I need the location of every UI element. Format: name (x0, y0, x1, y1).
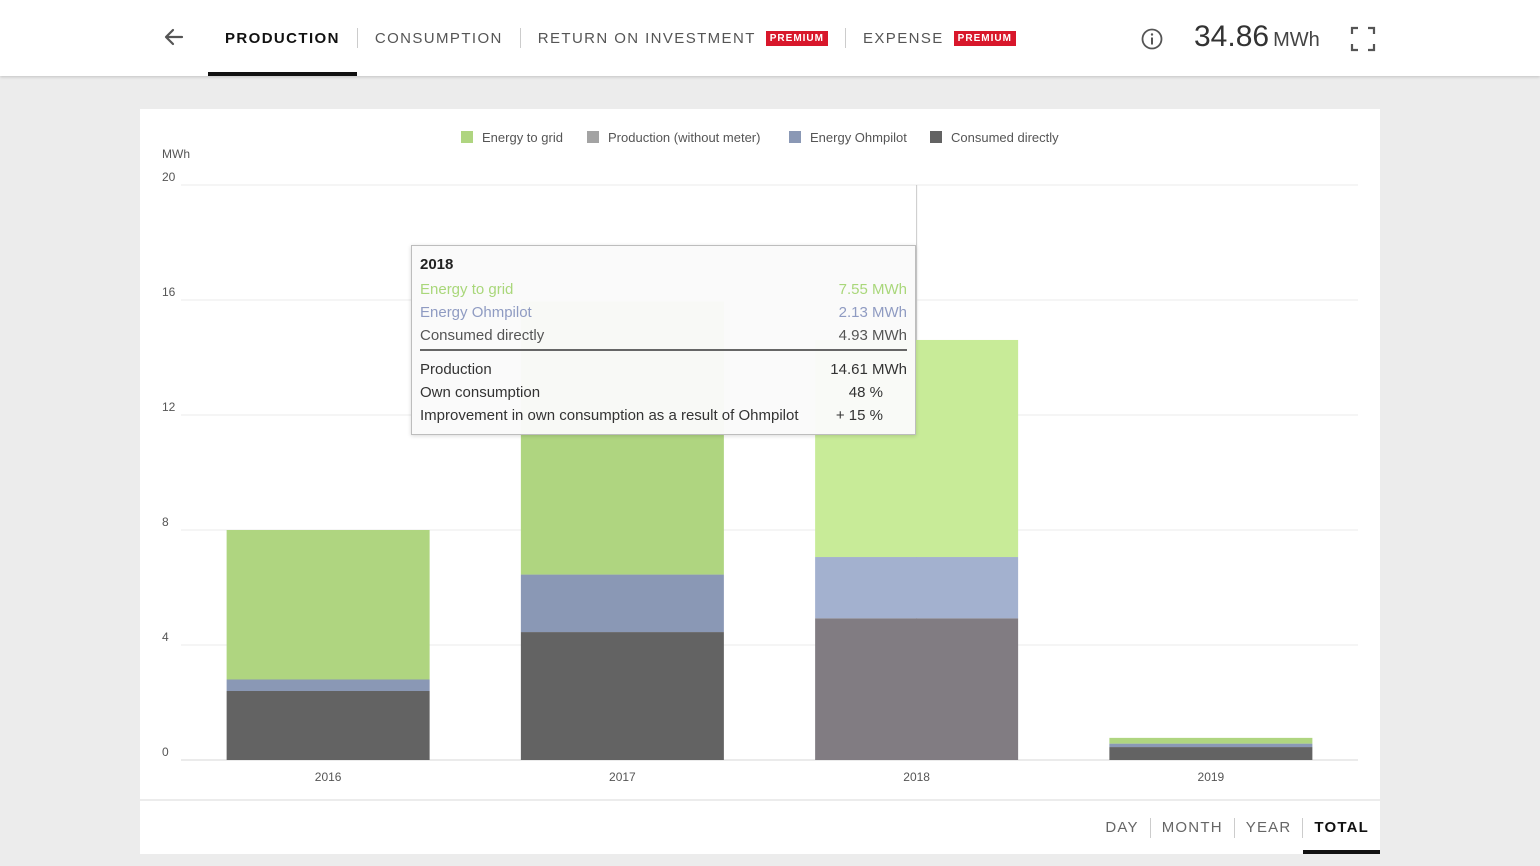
arrow-left-icon[interactable] (160, 22, 190, 52)
info-icon[interactable] (1140, 27, 1164, 51)
y-axis-label: MWh (162, 147, 190, 161)
tooltip-row-production: Production 14.61 MWh (420, 358, 907, 381)
tooltip-label: Energy Ohmpilot (420, 304, 532, 321)
legend-label: Production (without meter) (608, 130, 760, 145)
period-bar: DAY MONTH YEAR TOTAL (140, 801, 1380, 854)
fullscreen-icon[interactable] (1350, 26, 1376, 52)
tooltip-label: Consumed directly (420, 327, 545, 344)
tab-label: PRODUCTION (225, 29, 340, 47)
bar-segment (815, 557, 1019, 619)
period-divider (1149, 817, 1151, 838)
period-label: MONTH (1161, 819, 1223, 836)
period-day[interactable]: DAY (1094, 801, 1149, 854)
tab-label: CONSUMPTION (374, 29, 503, 47)
y-tick-label: 4 (162, 630, 169, 644)
bar-segment (520, 632, 724, 760)
bar-segment (520, 574, 724, 633)
tab-divider (519, 28, 521, 48)
premium-badge: PREMIUM (953, 30, 1016, 46)
bar-segment (1109, 737, 1313, 744)
y-tick-label: 0 (162, 745, 169, 759)
tooltip-row-own-consumption: Own consumption 48 % (420, 381, 907, 404)
tooltip-row-energy-to-grid: Energy to grid 7.55 MWh (420, 278, 907, 301)
tooltip-value: + 15 % (835, 407, 883, 424)
y-tick-label: 20 (162, 170, 176, 184)
period-divider (1302, 817, 1304, 838)
legend-swatch (461, 131, 473, 143)
tooltip-row-improvement: Improvement in own consumption as a resu… (420, 404, 907, 427)
bar-segment (815, 618, 1019, 760)
top-bar: PRODUCTION CONSUMPTION RETURN ON INVESTM… (0, 0, 1540, 76)
tooltip-title: 2018 (420, 256, 454, 273)
tooltip-label: Energy to grid (420, 281, 514, 298)
total-unit: MWh (1273, 29, 1320, 51)
y-tick-label: 16 (162, 285, 176, 299)
total-production: 34.86 MWh (1194, 20, 1320, 54)
tooltip-label: Own consumption (420, 384, 541, 401)
tooltip-row-consumed-directly: Consumed directly 4.93 MWh (420, 324, 907, 347)
bar-segment (226, 691, 430, 760)
period-label: TOTAL (1314, 819, 1369, 836)
period-label: DAY (1105, 819, 1139, 836)
tooltip-value: 14.61 MWh (830, 361, 907, 378)
legend-label: Energy to grid (482, 130, 563, 145)
x-tick-label: 2016 (315, 770, 342, 784)
bar-segment (226, 679, 430, 691)
tab-label: EXPENSE (863, 29, 944, 47)
legend-swatch (789, 131, 801, 143)
tooltip-divider (420, 349, 907, 351)
bar-segment (1109, 747, 1313, 760)
tooltip-value: 48 % (848, 384, 883, 401)
tab-production[interactable]: PRODUCTION (208, 0, 357, 76)
tab-label: RETURN ON INVESTMENT (537, 29, 756, 47)
period-divider (1233, 817, 1235, 838)
tooltip-value: 7.55 MWh (838, 281, 907, 298)
chart-card: 0 4 8 12 16 20 MWh 2016 2017 2018 2019 Energy to gr… (140, 109, 1380, 799)
tab-divider (356, 28, 358, 48)
premium-badge: PREMIUM (765, 30, 828, 46)
legend-swatch (930, 131, 942, 143)
legend-swatch (587, 131, 599, 143)
bar-segment (226, 530, 430, 680)
period-year[interactable]: YEAR (1235, 801, 1303, 854)
period-month[interactable]: MONTH (1151, 801, 1234, 854)
chart-tooltip: 2018 Energy to grid 7.55 MWh Energy Ohmp… (411, 245, 916, 435)
legend-label: Energy Ohmpilot (810, 130, 907, 145)
tab-divider (845, 28, 846, 48)
y-tick-label: 12 (162, 400, 176, 414)
tooltip-label: Production (420, 361, 492, 378)
tooltip-value: 4.93 MWh (838, 327, 907, 344)
x-tick-label: 2019 (1198, 770, 1225, 784)
report-tabs: PRODUCTION CONSUMPTION RETURN ON INVESTM… (208, 0, 1033, 76)
tooltip-value: 2.13 MWh (838, 304, 907, 321)
period-label: YEAR (1245, 819, 1292, 836)
x-tick-label: 2017 (609, 770, 636, 784)
tab-expense[interactable]: EXPENSE PREMIUM (846, 0, 1033, 76)
x-tick-label: 2018 (903, 770, 930, 784)
legend-label: Consumed directly (951, 130, 1059, 145)
y-tick-label: 8 (162, 515, 169, 529)
tooltip-row-energy-ohmpilot: Energy Ohmpilot 2.13 MWh (420, 301, 907, 324)
total-value: 34.86 (1194, 20, 1270, 53)
bar-segment (1109, 743, 1313, 748)
period-total[interactable]: TOTAL (1303, 801, 1380, 854)
production-chart: 0 4 8 12 16 20 MWh 2016 2017 2018 2019 Energy to gr… (162, 130, 1358, 784)
tooltip-label: Improvement in own consumption as a resu… (420, 407, 799, 424)
period-selector: DAY MONTH YEAR TOTAL (1094, 801, 1380, 854)
tab-return-on-investment[interactable]: RETURN ON INVESTMENT PREMIUM (521, 0, 845, 76)
tab-consumption[interactable]: CONSUMPTION (358, 0, 520, 76)
